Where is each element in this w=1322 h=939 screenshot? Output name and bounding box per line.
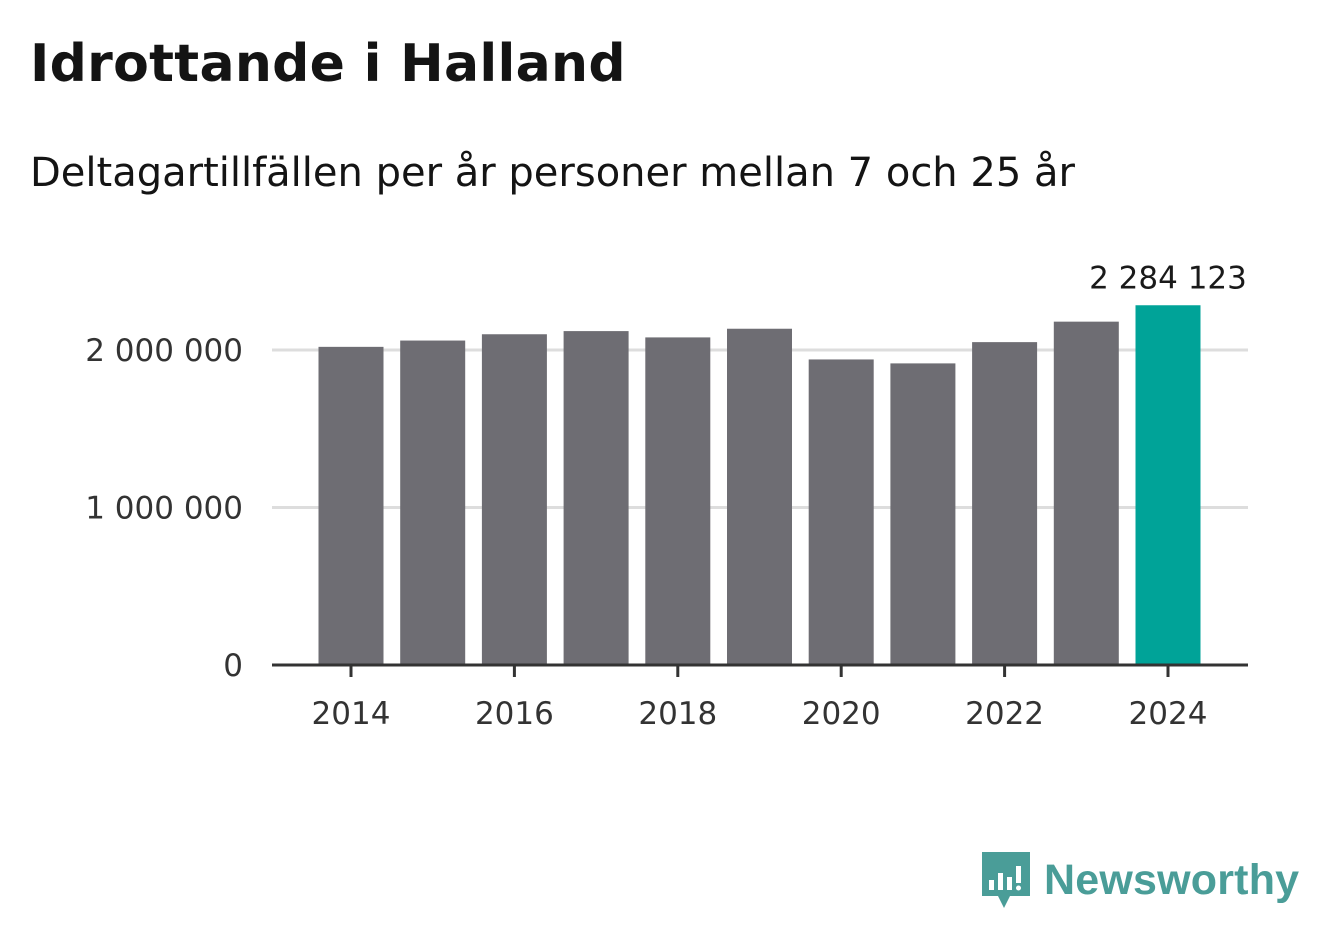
x-tick-label: 2014 bbox=[312, 696, 391, 732]
newsworthy-logo-text: Newsworthy bbox=[1044, 855, 1300, 904]
x-tick-label: 2016 bbox=[475, 696, 554, 732]
newsworthy-logo: Newsworthy bbox=[980, 850, 1299, 910]
bar-2020 bbox=[808, 359, 874, 665]
bars bbox=[318, 305, 1201, 665]
bar-2018 bbox=[645, 337, 711, 665]
x-tick-label: 2020 bbox=[802, 696, 881, 732]
x-tick-label: 2022 bbox=[965, 696, 1044, 732]
bar-2015 bbox=[400, 340, 466, 665]
newsworthy-logo-icon bbox=[982, 852, 1030, 908]
bar-2017 bbox=[563, 331, 629, 665]
bar-2019 bbox=[727, 328, 792, 665]
value-label-2024: 2 284 123 bbox=[1089, 260, 1247, 296]
axes bbox=[272, 663, 1248, 677]
bar-2024 bbox=[1135, 305, 1201, 665]
y-tick-label: 0 bbox=[223, 648, 243, 684]
bar-2022 bbox=[972, 342, 1038, 665]
x-tick-label: 2024 bbox=[1129, 696, 1208, 732]
bar-2021 bbox=[890, 363, 956, 665]
labels: 0 1 000 000 2 000 000 2 284 123 2014 2016 2018… bbox=[85, 260, 1247, 732]
bar-2014 bbox=[318, 346, 384, 665]
bar-2016 bbox=[481, 334, 547, 665]
x-tick-label: 2018 bbox=[638, 696, 717, 732]
bar-2023 bbox=[1053, 321, 1119, 665]
chart-subtitle: Deltagartillfällen per år personer mella… bbox=[30, 150, 1075, 196]
y-tick-label: 2 000 000 bbox=[85, 333, 243, 369]
y-tick-label: 1 000 000 bbox=[85, 491, 243, 527]
chart-title: Idrottande i Halland bbox=[30, 34, 626, 94]
